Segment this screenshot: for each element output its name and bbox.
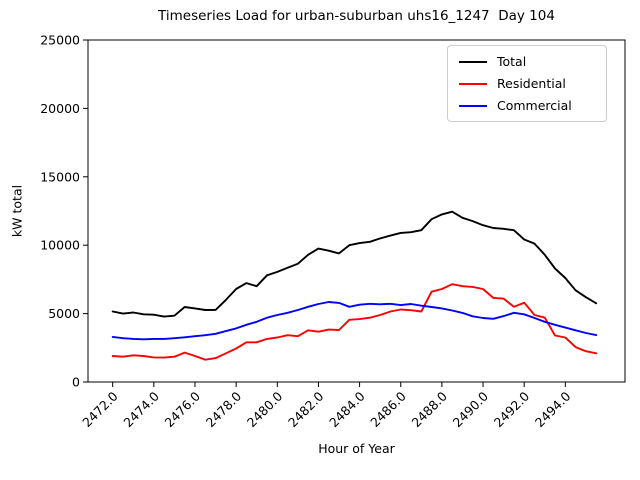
y-tick-label: 15000 xyxy=(40,169,80,184)
x-tick-label: 2478.0 xyxy=(203,388,245,430)
legend-label: Total xyxy=(497,54,527,69)
legend-line-sample xyxy=(459,104,487,107)
legend: Total Residential Commercial xyxy=(447,45,607,122)
x-axis-label: Hour of Year xyxy=(318,441,395,456)
y-tick-label: 25000 xyxy=(40,33,80,48)
x-tick-label: 2482.0 xyxy=(285,388,327,430)
y-axis-label: kW total xyxy=(9,184,25,238)
series-line-commercial xyxy=(111,301,598,341)
legend-line-sample xyxy=(459,82,487,85)
axes-box xyxy=(87,39,626,383)
x-tick-label: 2472.0 xyxy=(79,388,121,430)
y-tick-label: 0 xyxy=(72,375,80,390)
x-tick-label: 2492.0 xyxy=(491,388,533,430)
x-tick-label: 2474.0 xyxy=(120,388,162,430)
legend-label: Residential xyxy=(497,76,566,91)
x-tick-label: 2488.0 xyxy=(408,388,450,430)
x-tick-label: 2484.0 xyxy=(326,388,368,430)
legend-label: Commercial xyxy=(497,98,572,113)
y-tick-label: 20000 xyxy=(40,101,80,116)
x-tick-label: 2486.0 xyxy=(367,388,409,430)
y-tick-label: 10000 xyxy=(40,238,80,253)
series-line-residential xyxy=(111,283,598,361)
x-tick-label: 2480.0 xyxy=(244,388,286,430)
chart-title: Timeseries Load for urban-suburban uhs16… xyxy=(158,8,555,24)
legend-line-sample xyxy=(459,60,487,63)
x-tick-label: 2490.0 xyxy=(450,388,492,430)
legend-item-commercial: Commercial xyxy=(459,98,596,113)
y-tick-label: 5000 xyxy=(48,306,80,321)
x-tick-label: 2494.0 xyxy=(532,388,574,430)
legend-item-total: Total xyxy=(459,54,596,69)
legend-item-residential: Residential xyxy=(459,76,596,91)
series-line-total xyxy=(111,210,598,318)
x-tick-label: 2476.0 xyxy=(162,388,204,430)
